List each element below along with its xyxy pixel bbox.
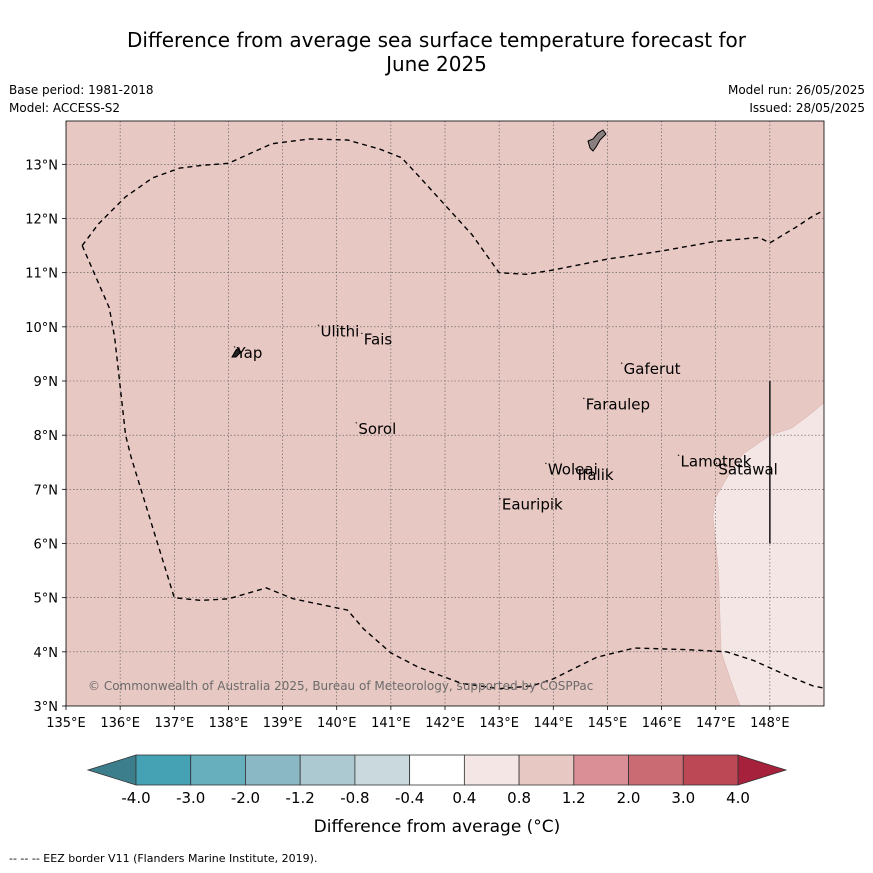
map-area: Yap Ulithi Fais Gaferut Faraulep Sorol WoleaiI… <box>66 121 824 706</box>
eez-border-north <box>81 138 824 276</box>
meta-left: Base period: 1981-2018 Model: ACCESS-S2 <box>9 81 154 117</box>
lon-tick-label: 148°E <box>750 716 790 731</box>
island-marker <box>677 454 680 457</box>
lat-tick-label: 13°N <box>25 158 58 173</box>
colorbar-tick-label: -4.0 <box>121 789 150 807</box>
colorbar-segment <box>573 754 629 786</box>
colorbar-label: Difference from average (°C) <box>314 817 561 837</box>
colorbar-segment <box>682 754 739 786</box>
lon-tick-label: 140°E <box>317 716 357 731</box>
lat-tick-label: 10°N <box>25 321 58 336</box>
model-name: Model: ACCESS-S2 <box>9 101 121 115</box>
eez-border-west <box>81 245 824 690</box>
island-label: Faraulep <box>586 395 650 413</box>
island-label: Fais <box>364 330 393 348</box>
island-label: Yap <box>236 344 263 362</box>
colorbar-segment <box>299 754 356 786</box>
copyright-notice: © Commonwealth of Australia 2025, Bureau… <box>88 679 593 693</box>
colorbar-tick-label: 2.0 <box>617 789 641 807</box>
colorbar-under-arrow <box>86 754 137 786</box>
island-marker <box>233 346 236 348</box>
colorbar-segment <box>190 754 246 786</box>
colorbar-tick-label: 4.0 <box>726 789 750 807</box>
base-period: Base period: 1981-2018 <box>9 83 154 97</box>
lon-tick-label: 141°E <box>371 716 411 731</box>
lon-tick-label: 145°E <box>588 716 628 731</box>
colorbar-over-arrow <box>737 754 788 786</box>
colorbar-segment <box>135 754 192 786</box>
eez-footnote: -- -- -- EEZ border V11 (Flanders Marine… <box>9 852 318 865</box>
model-run: Model run: 26/05/2025 <box>727 83 865 97</box>
island-label: Lamotrek <box>681 452 752 470</box>
title-line-2: June 2025 <box>386 52 487 76</box>
lon-tick-label: 138°E <box>209 716 249 731</box>
colorbar-tick-label: 3.0 <box>671 789 695 807</box>
island-label: Ulithi <box>320 322 359 340</box>
colorbar-tick-label: 1.2 <box>562 789 586 807</box>
lon-tick-label: 143°E <box>479 716 519 731</box>
colorbar-segment <box>628 754 684 786</box>
lon-tick-label: 146°E <box>642 716 682 731</box>
island-label: Woleai <box>548 460 598 478</box>
island-marker <box>499 497 501 500</box>
lon-tick-label: 144°E <box>534 716 574 731</box>
lat-tick-label: 5°N <box>34 592 59 607</box>
island-marker <box>317 324 320 327</box>
lat-tick-label: 9°N <box>34 375 59 390</box>
issued-date: Issued: 28/05/2025 <box>749 101 865 115</box>
island-label: Gaferut <box>624 360 681 378</box>
island-marker <box>545 462 547 465</box>
map-axes: 135°E 136°E 137°E 138°E 139°E 140°E 141°E 142°E… <box>25 158 789 731</box>
island-label: Eauripik <box>502 496 563 514</box>
colorbar-tick-label: -1.2 <box>286 789 315 807</box>
lat-tick-label: 7°N <box>34 483 59 498</box>
lat-tick-label: 11°N <box>25 267 58 282</box>
lat-tick-label: 3°N <box>34 700 59 715</box>
lon-tick-label: 137°E <box>155 716 195 731</box>
lat-tick-label: 12°N <box>25 213 58 228</box>
colorbar-tick-label: -2.0 <box>231 789 260 807</box>
colorbar-tick-label: 0.4 <box>452 789 476 807</box>
colorbar-tick-label: 0.8 <box>507 789 531 807</box>
colorbar-tick-label: -0.8 <box>340 789 369 807</box>
colorbar-segment <box>463 754 520 786</box>
anomaly-region-east <box>712 402 824 706</box>
colorbar-segment <box>409 754 465 786</box>
colorbar-segment <box>354 754 411 786</box>
island-marker <box>620 362 623 364</box>
lat-tick-label: 4°N <box>34 646 59 661</box>
colorbar-segment <box>245 754 301 786</box>
island-label: Sorol <box>358 420 396 438</box>
meta-right: Model run: 26/05/2025 Issued: 28/05/2025 <box>728 81 865 117</box>
colorbar-segment <box>518 754 575 786</box>
colorbar: -4.0 -3.0 -2.0 -1.2 -0.8 -0.4 0.4 0.8 1.2 2.0 3.0 4… <box>86 754 788 807</box>
title-line-1: Difference from average sea surface temp… <box>126 28 746 52</box>
lon-tick-label: 139°E <box>263 716 303 731</box>
lat-tick-label: 8°N <box>34 429 59 444</box>
lon-tick-label: 142°E <box>425 716 465 731</box>
island-marker <box>355 421 358 424</box>
island-marker <box>360 332 363 335</box>
island-marker <box>715 462 718 465</box>
island-marker <box>582 397 585 400</box>
island-label: Ifalik <box>578 466 614 484</box>
island-label: Satawal <box>718 460 777 478</box>
colorbar-tick-label: -3.0 <box>176 789 205 807</box>
lon-tick-label: 135°E <box>46 716 86 731</box>
island-marker <box>574 467 577 470</box>
yap-landmass <box>231 347 241 358</box>
lat-tick-label: 6°N <box>34 538 59 553</box>
lon-tick-label: 147°E <box>696 716 736 731</box>
colorbar-tick-label: -0.4 <box>395 789 424 807</box>
map-title: Difference from average sea surface temp… <box>0 28 873 76</box>
lon-tick-label: 136°E <box>100 716 140 731</box>
guam-landmass <box>587 129 607 152</box>
